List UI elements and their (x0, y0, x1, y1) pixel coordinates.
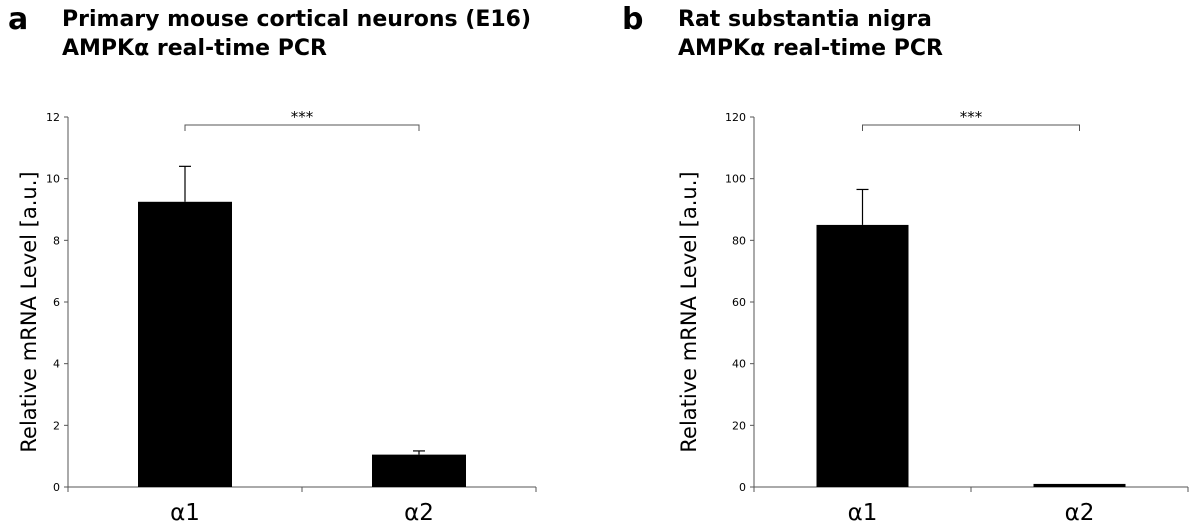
x-category-label: α2 (1065, 500, 1095, 526)
chart-panel-a: a Primary mouse cortical neurons (E16) A… (0, 0, 600, 529)
panel-label: a (8, 2, 29, 37)
y-tick-label: 10 (46, 173, 60, 186)
x-category-label: α2 (404, 500, 434, 526)
bar-chart-a: 0 2 4 6 8 10 12 α1 α2 Relative mRNA Level [a.u.] *… (17, 108, 537, 526)
chart-title-line-2: AMPKα real-time PCR (62, 36, 327, 61)
chart-title: Rat substantia nigra AMPKα real-time PCR (678, 5, 943, 63)
x-category-label: α1 (170, 500, 200, 526)
y-tick-label: 8 (53, 234, 60, 247)
bar (1033, 483, 1126, 487)
y-tick-label: 4 (53, 358, 60, 371)
y-tick-label: 0 (739, 481, 746, 494)
y-tick-label: 80 (732, 234, 746, 247)
y-axis-title: Relative mRNA Level [a.u.] (17, 171, 41, 452)
y-tick-label: 0 (53, 481, 60, 494)
y-tick-label: 12 (46, 111, 60, 124)
bar-chart-b: 0 20 40 60 80 100 120 α1 α2 Relative mRNA Level [… (677, 108, 1189, 526)
y-tick-label: 20 (732, 419, 746, 432)
bar (816, 224, 909, 487)
significance-bracket (184, 124, 420, 131)
x-category-label: α1 (848, 500, 878, 526)
y-tick-label: 100 (725, 173, 746, 186)
y-tick-label: 40 (732, 358, 746, 371)
y-axis-title: Relative mRNA Level [a.u.] (677, 171, 701, 452)
significance-label: *** (960, 108, 983, 126)
bar (138, 201, 232, 487)
chart-title: Primary mouse cortical neurons (E16) AMP… (62, 5, 531, 63)
y-tick-label: 2 (53, 419, 60, 432)
chart-title-line-1: Rat substantia nigra (678, 7, 932, 32)
chart-title-line-1: Primary mouse cortical neurons (E16) (62, 7, 532, 32)
bar (372, 454, 466, 487)
significance-label: *** (291, 108, 314, 126)
significance-bracket (862, 124, 1080, 131)
y-tick-label: 120 (725, 111, 746, 124)
chart-title-line-2: AMPKα real-time PCR (678, 36, 943, 61)
panel-label: b (622, 2, 644, 37)
y-tick-label: 60 (732, 296, 746, 309)
chart-panel-b: b Rat substantia nigra AMPKα real-time P… (600, 0, 1203, 529)
y-tick-label: 6 (53, 296, 60, 309)
